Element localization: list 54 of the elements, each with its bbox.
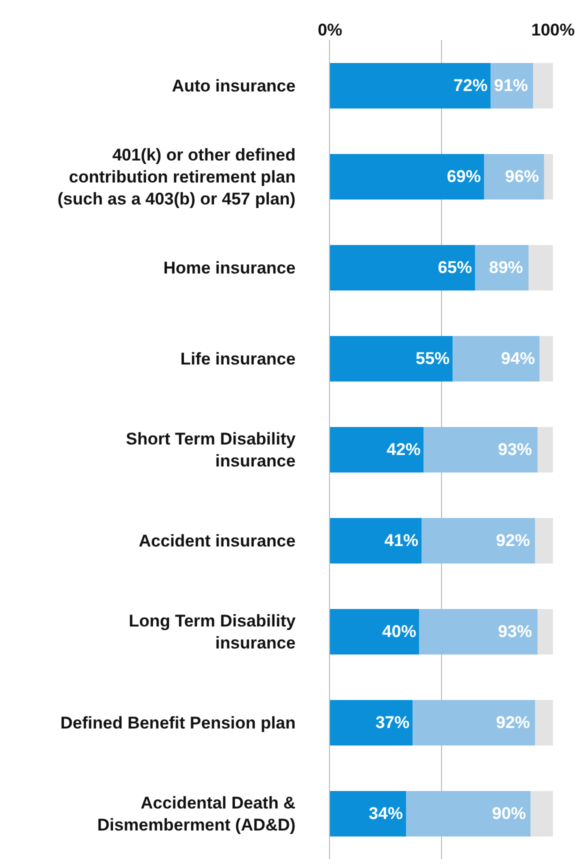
y-tick-label: Home insurance — [163, 258, 296, 278]
annotation: 92% — [496, 531, 530, 550]
bar — [330, 608, 420, 654]
annotation: 94% — [501, 349, 536, 368]
y-tick-label: Long Term Disability insurance — [128, 611, 296, 652]
bar — [419, 608, 538, 654]
data-label: 72% — [454, 76, 488, 95]
annotation: 96% — [505, 167, 540, 186]
data-label: 41% — [384, 531, 418, 550]
bar — [537, 608, 553, 654]
bar — [330, 154, 484, 200]
bar — [532, 62, 553, 108]
annotation: 92% — [496, 713, 530, 732]
y-tick-label: Accidental Death & Dismemberment (AD&D) — [97, 793, 296, 834]
data-label: 37% — [375, 713, 410, 732]
x-tick-label: 100% — [531, 20, 575, 40]
y-tick-label: Accident insurance — [138, 531, 296, 550]
data-label: 42% — [386, 440, 421, 459]
bar — [528, 244, 553, 290]
y-tick-label: Auto insurance — [172, 76, 296, 96]
annotation: 90% — [492, 804, 526, 823]
bar — [330, 62, 491, 108]
bar — [544, 154, 553, 200]
annotation: 91% — [494, 76, 528, 95]
bar — [535, 518, 553, 564]
bar — [330, 244, 475, 290]
bar — [330, 790, 406, 836]
y-tick-label: Life insurance — [180, 349, 296, 368]
annotation: 93% — [498, 440, 532, 459]
annotation: 93% — [498, 622, 532, 641]
bar — [530, 790, 553, 836]
y-tick-label: Short Term Disability insurance — [126, 429, 296, 470]
bar — [421, 518, 536, 564]
bar — [537, 426, 553, 472]
bar — [535, 700, 553, 746]
bar — [412, 700, 536, 746]
bar — [452, 336, 540, 382]
data-label: 69% — [446, 167, 481, 186]
data-label: 65% — [438, 258, 472, 277]
data-label: 55% — [416, 349, 450, 368]
data-label: 34% — [368, 804, 403, 823]
bar — [330, 336, 453, 382]
y-tick-label: Defined Benefit Pension plan — [60, 713, 296, 732]
bar — [330, 426, 424, 472]
bar — [406, 790, 531, 836]
x-tick-label: 0% — [318, 20, 342, 40]
bar — [330, 700, 413, 746]
annotation: 89% — [489, 258, 524, 277]
bar — [484, 154, 544, 200]
data-label: 40% — [382, 622, 416, 641]
bar — [330, 518, 422, 564]
bar — [540, 336, 553, 382]
bar — [424, 426, 538, 472]
y-tick-label: 401(k) or other defined contribution retirement plan (such as a 403(b) or 457 plan) — [58, 145, 296, 209]
